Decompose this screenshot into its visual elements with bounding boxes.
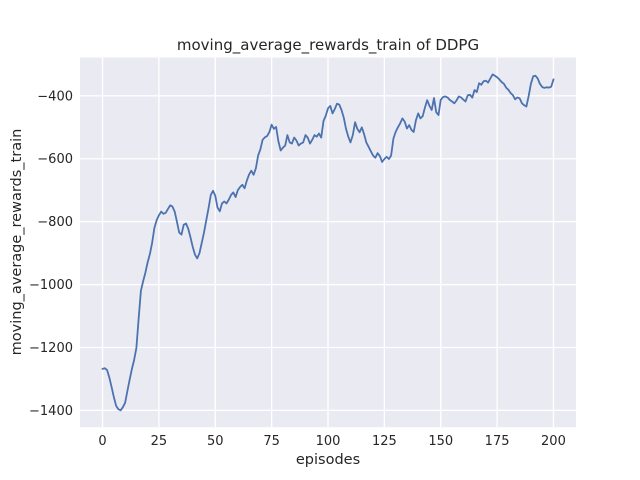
x-tick-label: 150 [428,434,453,449]
x-tick-label: 100 [316,434,341,449]
y-tick-label: −600 [37,152,73,167]
y-tick-label: −400 [37,89,73,104]
chart-title: moving_average_rewards_train of DDPG [176,36,480,54]
reward-line [101,73,555,412]
x-tick-label: 75 [263,434,280,449]
y-tick-label: −1400 [29,404,73,419]
x-tick-label: 125 [372,434,397,449]
x-tick-label: 200 [541,434,566,449]
x-tick-label: 0 [98,434,106,449]
x-tick-label: 50 [207,434,224,449]
y-tick-label: −1200 [29,341,73,356]
x-tick-label: 175 [485,434,510,449]
y-tick-label: −1000 [29,278,73,293]
y-tick-label: −800 [37,215,73,230]
y-axis-label: moving_average_rewards_train [9,128,25,356]
x-axis-label: episodes [295,452,361,468]
x-tick-label: 25 [151,434,168,449]
